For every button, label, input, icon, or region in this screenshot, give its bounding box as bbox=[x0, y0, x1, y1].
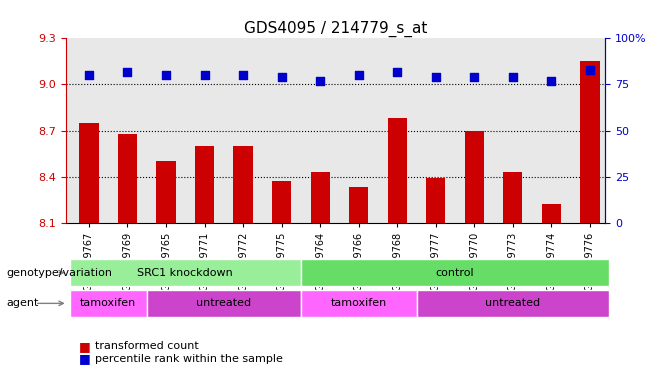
Text: SRC1 knockdown: SRC1 knockdown bbox=[138, 268, 233, 278]
Point bbox=[469, 74, 480, 80]
Bar bbox=[388, 118, 407, 223]
Point bbox=[585, 67, 595, 73]
Bar bbox=[157, 161, 176, 223]
Text: agent: agent bbox=[7, 298, 39, 308]
Point bbox=[353, 72, 364, 78]
Bar bbox=[79, 123, 99, 223]
Title: GDS4095 / 214779_s_at: GDS4095 / 214779_s_at bbox=[244, 21, 427, 37]
Bar bbox=[580, 61, 599, 223]
Bar bbox=[272, 181, 291, 223]
Point bbox=[238, 72, 248, 78]
Text: tamoxifen: tamoxifen bbox=[80, 298, 136, 308]
Bar bbox=[503, 172, 522, 223]
Point bbox=[507, 74, 518, 80]
Bar bbox=[542, 204, 561, 223]
Bar bbox=[118, 134, 137, 223]
Text: transformed count: transformed count bbox=[95, 341, 199, 351]
Text: tamoxifen: tamoxifen bbox=[330, 298, 387, 308]
Text: ■: ■ bbox=[79, 353, 91, 366]
Point bbox=[430, 74, 441, 80]
Text: untreated: untreated bbox=[196, 298, 251, 308]
Text: control: control bbox=[436, 268, 474, 278]
Text: untreated: untreated bbox=[486, 298, 540, 308]
Bar bbox=[234, 146, 253, 223]
Point bbox=[315, 78, 326, 84]
Point bbox=[199, 72, 210, 78]
Point bbox=[122, 68, 133, 74]
Point bbox=[161, 72, 171, 78]
Bar bbox=[195, 146, 214, 223]
Text: genotype/variation: genotype/variation bbox=[7, 268, 113, 278]
Text: percentile rank within the sample: percentile rank within the sample bbox=[95, 354, 284, 364]
Point bbox=[276, 74, 287, 80]
Point bbox=[392, 68, 403, 74]
Text: ■: ■ bbox=[79, 340, 91, 353]
Bar bbox=[465, 131, 484, 223]
Bar bbox=[349, 187, 368, 223]
Bar bbox=[426, 178, 445, 223]
Point bbox=[84, 72, 94, 78]
Point bbox=[546, 78, 557, 84]
Bar bbox=[311, 172, 330, 223]
